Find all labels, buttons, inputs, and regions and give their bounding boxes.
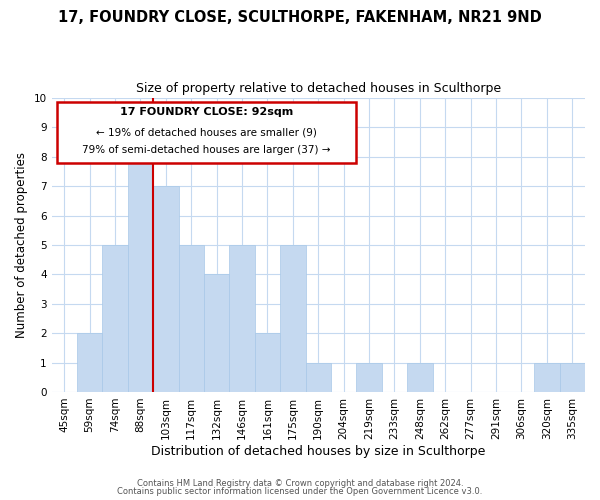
Text: 17 FOUNDRY CLOSE: 92sqm: 17 FOUNDRY CLOSE: 92sqm: [119, 107, 293, 117]
Bar: [305, 362, 331, 392]
Bar: [560, 362, 585, 392]
Bar: [280, 245, 305, 392]
Bar: [103, 245, 128, 392]
Text: 17, FOUNDRY CLOSE, SCULTHORPE, FAKENHAM, NR21 9ND: 17, FOUNDRY CLOSE, SCULTHORPE, FAKENHAM,…: [58, 10, 542, 25]
Text: 79% of semi-detached houses are larger (37) →: 79% of semi-detached houses are larger (…: [82, 145, 331, 155]
Bar: [77, 333, 103, 392]
Bar: [407, 362, 433, 392]
Text: Contains public sector information licensed under the Open Government Licence v3: Contains public sector information licen…: [118, 487, 482, 496]
Text: ← 19% of detached houses are smaller (9): ← 19% of detached houses are smaller (9): [96, 128, 317, 138]
Title: Size of property relative to detached houses in Sculthorpe: Size of property relative to detached ho…: [136, 82, 501, 96]
Text: Contains HM Land Registry data © Crown copyright and database right 2024.: Contains HM Land Registry data © Crown c…: [137, 478, 463, 488]
Bar: [153, 186, 179, 392]
Bar: [229, 245, 255, 392]
Bar: [356, 362, 382, 392]
Bar: [128, 157, 153, 392]
Bar: [204, 274, 229, 392]
Y-axis label: Number of detached properties: Number of detached properties: [15, 152, 28, 338]
Bar: [255, 333, 280, 392]
Bar: [179, 245, 204, 392]
X-axis label: Distribution of detached houses by size in Sculthorpe: Distribution of detached houses by size …: [151, 444, 485, 458]
Bar: [534, 362, 560, 392]
FancyBboxPatch shape: [57, 102, 356, 162]
